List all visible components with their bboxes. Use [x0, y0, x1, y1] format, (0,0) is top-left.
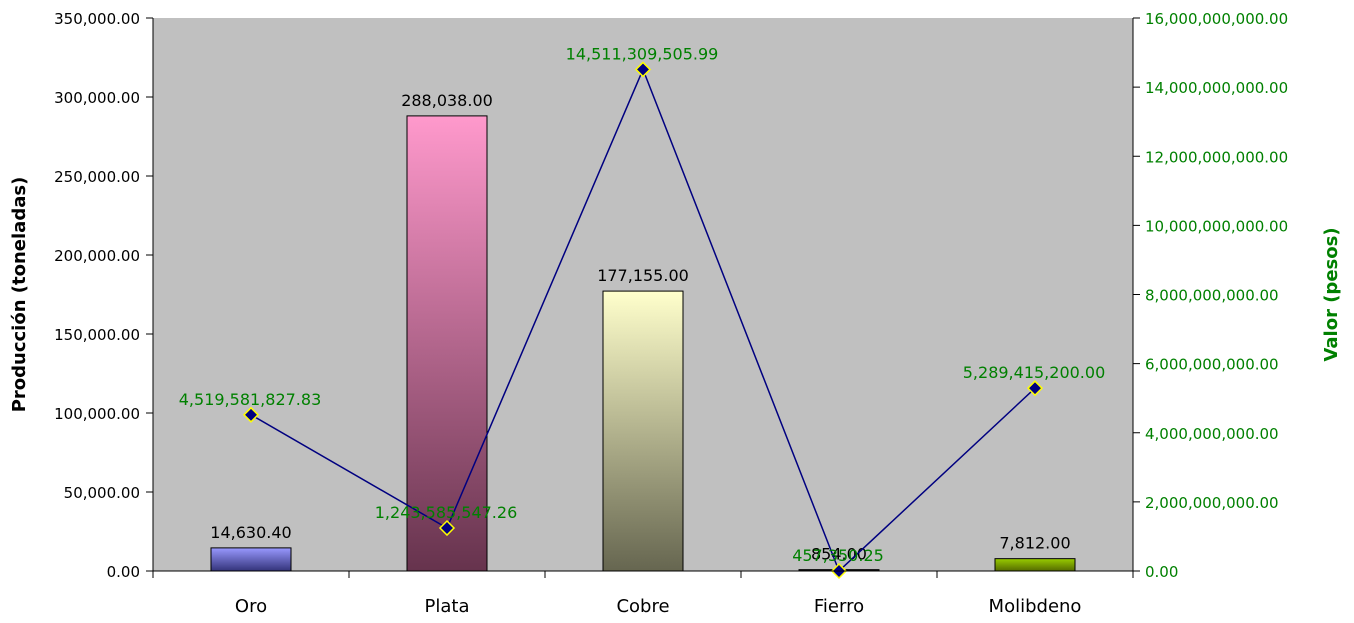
- bar-oro: [210, 547, 292, 572]
- bar-value-labels: 14,630.40288,038.00177,155.00854.007,812…: [210, 91, 1070, 564]
- right-axis-ticks: 0.00 2,000,000,000.00 4,000,000,000.00 6,00…: [1133, 10, 1288, 581]
- left-tick-label: 200,000.00: [54, 247, 140, 265]
- line-value-label: 1,243,585,547.26: [375, 503, 518, 522]
- left-axis-ticks: 0.00 50,000.00 100,000.00 150,000.00 200,000…: [54, 10, 153, 581]
- right-tick-label: 10,000,000,000.00: [1145, 217, 1288, 235]
- right-tick-label: 12,000,000,000.00: [1145, 148, 1288, 166]
- valor-marker-plata: [438, 519, 456, 537]
- right-tick-label: 8,000,000,000.00: [1145, 287, 1279, 305]
- x-tick-label: Molibdeno: [989, 596, 1082, 617]
- left-tick-label: 100,000.00: [54, 405, 140, 423]
- bar-cobre: [602, 290, 684, 572]
- x-tick-label: Oro: [235, 596, 267, 617]
- left-tick-label: 50,000.00: [64, 484, 140, 502]
- x-tick-label: Cobre: [616, 596, 669, 617]
- right-tick-label: 2,000,000,000.00: [1145, 494, 1279, 512]
- valor-marker-oro: [242, 406, 260, 423]
- line-value-label: 4,519,581,827.83: [179, 390, 322, 409]
- left-tick-label: 250,000.00: [54, 168, 140, 186]
- bar-value-label: 7,812.00: [999, 534, 1070, 553]
- bottom-axis-ticks: Oro Plata Cobre Fierro Molibdeno: [152, 571, 1134, 617]
- valor-marker-cobre: [634, 61, 652, 78]
- bar-plata: [406, 115, 488, 572]
- x-tick-label: Fierro: [814, 596, 864, 617]
- axes: [152, 18, 1134, 572]
- right-tick-label: 0.00: [1145, 563, 1178, 581]
- valor-marker-molibdeno: [1026, 380, 1044, 397]
- bar-value-label: 288,038.00: [401, 91, 493, 110]
- y2-axis-label: Valor (pesos): [1321, 227, 1342, 361]
- right-tick-label: 16,000,000,000.00: [1145, 10, 1288, 28]
- bar-value-label: 177,155.00: [597, 266, 689, 285]
- right-tick-label: 4,000,000,000.00: [1145, 425, 1279, 443]
- line-value-label: 457,350.25: [792, 546, 884, 565]
- line-value-labels: 4,519,581,827.83 1,243,585,547.26 14,511,3…: [179, 44, 1106, 565]
- left-tick-label: 350,000.00: [54, 10, 140, 28]
- right-tick-label: 6,000,000,000.00: [1145, 356, 1279, 374]
- bar-value-label: 14,630.40: [210, 523, 291, 542]
- left-tick-label: 300,000.00: [54, 89, 140, 107]
- bar-molibdeno: [994, 558, 1076, 572]
- line-value-label: 14,511,309,505.99: [566, 44, 719, 63]
- x-tick-label: Plata: [425, 596, 470, 617]
- left-tick-label: 150,000.00: [54, 326, 140, 344]
- y-axis-label: Producción (toneladas): [9, 177, 30, 413]
- left-tick-label: 0.00: [107, 563, 140, 581]
- line-value-label: 5,289,415,200.00: [963, 363, 1106, 382]
- right-tick-label: 14,000,000,000.00: [1145, 79, 1288, 97]
